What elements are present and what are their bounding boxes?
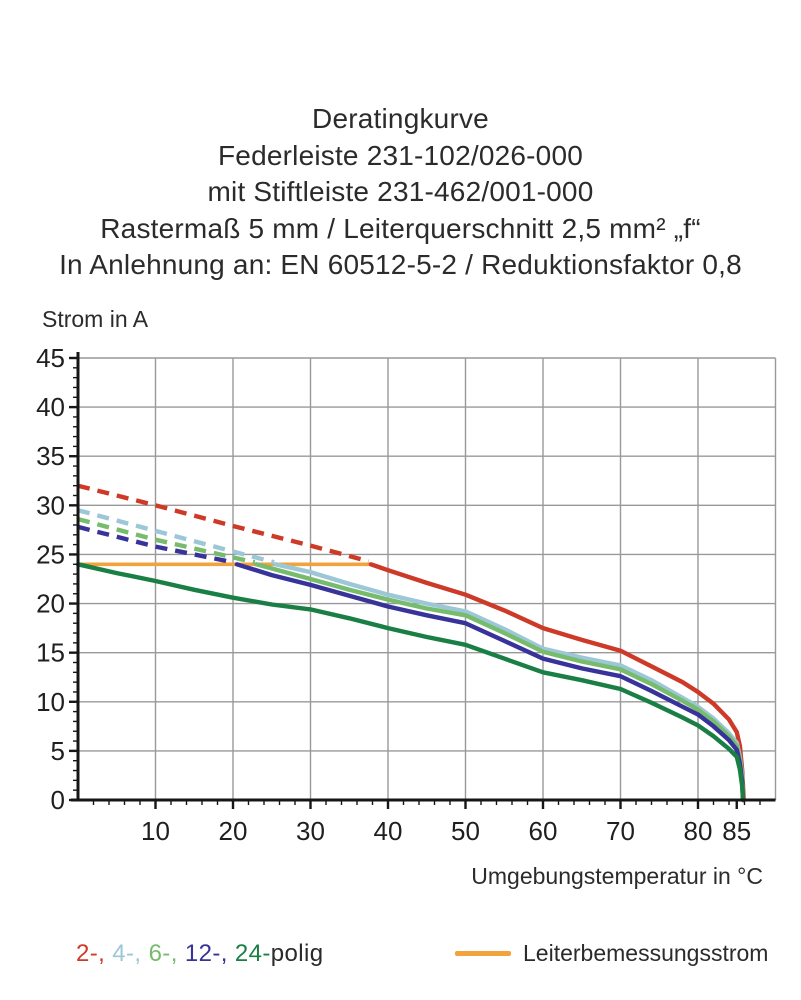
x-tick-label: 60 (529, 816, 558, 846)
legend-part: polig (270, 940, 324, 967)
x-tick-label: 30 (296, 816, 325, 846)
curve-2-polig-dashed (77, 483, 370, 564)
legend-part: 12-, (184, 940, 235, 967)
x-tick-label: 10 (141, 816, 170, 846)
rated-current-label: Leiterbemessungsstrom (523, 940, 769, 966)
legend-part: 6-, (148, 940, 185, 967)
y-tick-label: 5 (51, 736, 65, 766)
y-axis-label: Strom in A (42, 306, 149, 332)
curve-2-polig-solid (368, 562, 746, 803)
y-tick-label: 25 (36, 539, 65, 569)
curve-12-polig-solid (234, 562, 746, 803)
y-tick-label: 15 (36, 638, 65, 668)
curve-4-polig-solid (273, 562, 746, 803)
x-tick-label: 40 (374, 816, 403, 846)
curve-12-polig-dashed (77, 524, 234, 565)
y-tick-label: 45 (36, 343, 65, 373)
curve-6-polig-dashed (77, 516, 256, 565)
chart-title-block: Deratingkurve Federleiste 231-102/026-00… (0, 101, 801, 284)
y-tick-label: 40 (36, 392, 65, 422)
x-tick-label: 85 (722, 816, 751, 846)
y-tick-label: 35 (36, 441, 65, 471)
legend-part: 4-, (112, 940, 149, 967)
y-tick-label: 20 (36, 589, 65, 619)
curve-4-polig-dashed (77, 508, 275, 565)
legend-rated-current: Leiterbemessungsstrom (455, 940, 768, 967)
x-tick-label: 80 (684, 816, 713, 846)
title-line-5: In Anlehnung an: EN 60512-5-2 / Reduktio… (59, 249, 742, 280)
curve-6-polig-solid (254, 562, 746, 803)
x-tick-label: 20 (219, 816, 248, 846)
rated-current-line-swatch (455, 951, 511, 956)
legend-part: 24- (234, 940, 271, 967)
y-tick-label: 30 (36, 490, 65, 520)
legend-part: 2-, (76, 940, 113, 967)
title-line-3: mit Stiftleiste 231-462/001-000 (207, 176, 594, 207)
x-tick-label: 70 (606, 816, 635, 846)
y-tick-label: 0 (51, 785, 65, 815)
title-line-1: Deratingkurve (312, 103, 489, 134)
x-axis-label: Umgebungstemperatur in °C (471, 863, 763, 889)
title-line-2: Federleiste 231-102/026-000 (218, 139, 583, 171)
legend-pole-counts: 2-, 4-, 6-, 12-, 24-polig (76, 940, 323, 968)
x-tick-label: 50 (451, 816, 480, 846)
curve-24-polig-solid (75, 562, 746, 803)
y-tick-label: 10 (36, 687, 65, 717)
title-line-4: Rastermaß 5 mm / Leiterquerschnitt 2,5 m… (100, 212, 701, 244)
